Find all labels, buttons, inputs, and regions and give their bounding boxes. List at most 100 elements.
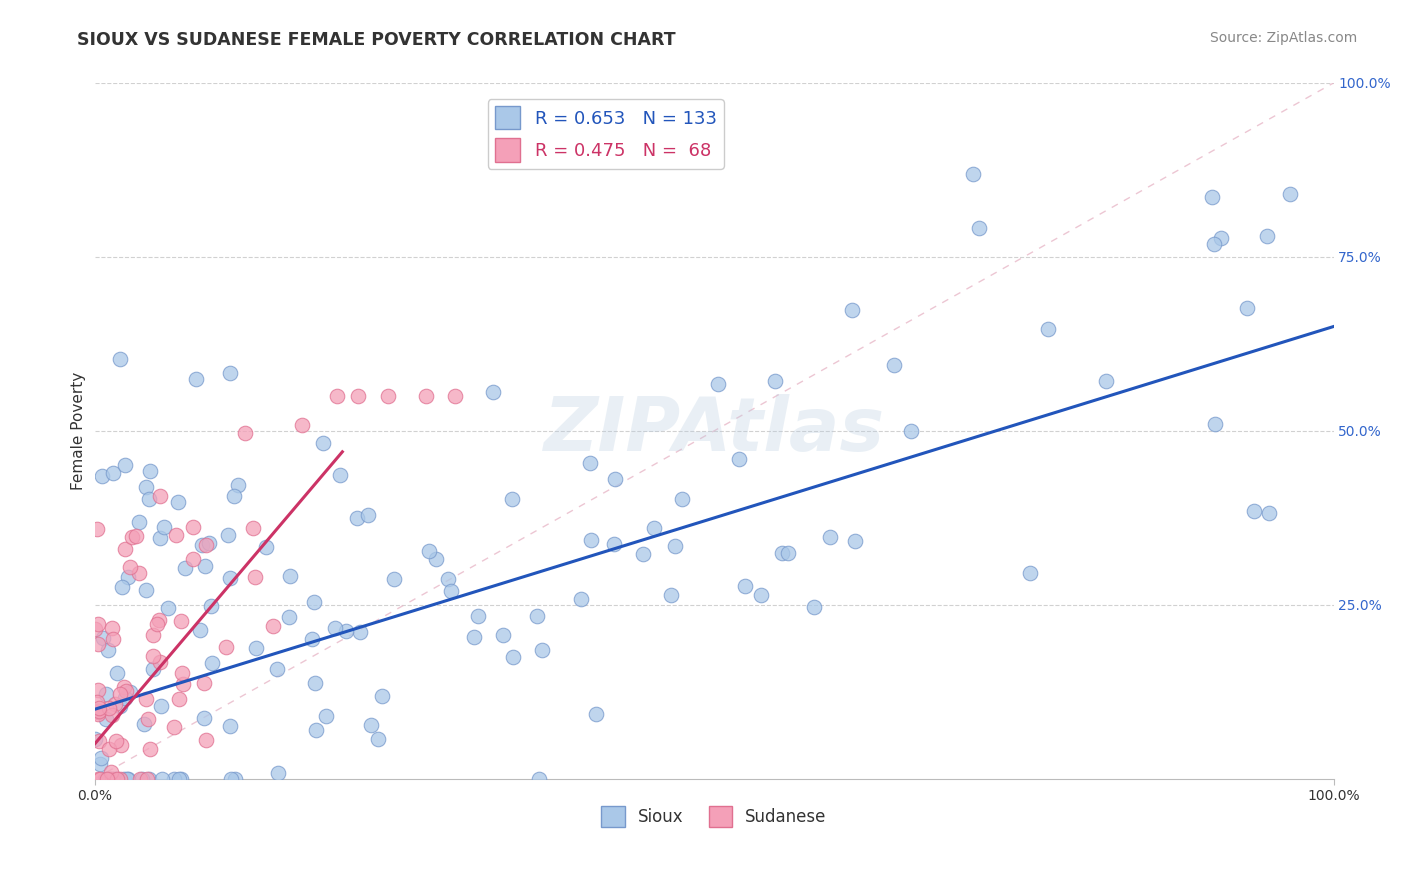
Point <box>142 649 165 664</box>
Point <box>87 700 110 714</box>
Point <box>146 616 169 631</box>
Point <box>1204 237 1226 252</box>
Point <box>138 492 160 507</box>
Point <box>170 614 193 628</box>
Point <box>117 569 139 583</box>
Point <box>89 757 111 772</box>
Point <box>778 546 800 560</box>
Point <box>664 539 686 553</box>
Point <box>94 687 117 701</box>
Point <box>93 631 115 645</box>
Point <box>770 545 793 559</box>
Point <box>367 731 389 746</box>
Point <box>315 709 337 723</box>
Point <box>98 772 121 786</box>
Point <box>105 734 128 748</box>
Point <box>467 609 489 624</box>
Point <box>129 772 152 786</box>
Point <box>94 712 117 726</box>
Point <box>1236 301 1258 315</box>
Point <box>335 624 357 638</box>
Point <box>120 560 142 574</box>
Point <box>97 741 120 756</box>
Point <box>382 572 405 586</box>
Point <box>186 371 208 385</box>
Point <box>152 772 174 786</box>
Point <box>482 384 505 399</box>
Point <box>172 666 194 681</box>
Point <box>302 595 325 609</box>
Point <box>304 676 326 690</box>
Point <box>224 772 246 786</box>
Point <box>437 573 460 587</box>
Point <box>172 676 194 690</box>
Point <box>112 772 135 786</box>
Point <box>101 621 124 635</box>
Point <box>101 632 124 647</box>
Point <box>325 621 347 635</box>
Point <box>763 374 786 388</box>
Point <box>605 472 627 486</box>
Point <box>89 704 111 718</box>
Point <box>492 628 515 642</box>
Point <box>195 538 218 552</box>
Point <box>114 458 136 473</box>
Point <box>219 571 242 585</box>
Point <box>194 733 217 747</box>
Point <box>585 706 607 721</box>
Point <box>371 689 394 703</box>
Point <box>900 424 922 438</box>
Point <box>357 508 380 523</box>
Point <box>243 570 266 584</box>
Point <box>191 538 214 552</box>
Point <box>181 520 204 534</box>
Point <box>198 535 221 549</box>
Point <box>194 558 217 573</box>
Point <box>136 712 159 726</box>
Point <box>115 683 138 698</box>
Point <box>111 580 134 594</box>
Point <box>707 377 730 392</box>
Point <box>734 579 756 593</box>
Point <box>97 700 120 714</box>
Point <box>110 738 132 752</box>
Point <box>527 772 550 786</box>
Point <box>418 544 440 558</box>
Point <box>114 691 136 706</box>
Point <box>200 599 222 613</box>
Point <box>153 520 176 534</box>
Point <box>526 608 548 623</box>
Point <box>87 733 110 747</box>
Point <box>98 772 121 786</box>
Point <box>101 772 124 786</box>
Point <box>305 723 328 737</box>
Point <box>233 426 256 441</box>
Point <box>844 534 866 549</box>
Point <box>671 491 693 506</box>
Point <box>135 480 157 494</box>
Point <box>1204 417 1226 432</box>
Point <box>149 656 172 670</box>
Point <box>135 772 157 786</box>
Point <box>87 682 110 697</box>
Point <box>242 521 264 535</box>
Point <box>135 582 157 597</box>
Text: ZIPAtlas: ZIPAtlas <box>544 394 884 467</box>
Point <box>170 772 193 786</box>
Point <box>219 772 242 786</box>
Point <box>277 610 299 624</box>
Point <box>84 731 107 746</box>
Point <box>112 681 135 695</box>
Point <box>141 628 163 642</box>
Point <box>87 706 110 721</box>
Point <box>139 742 162 756</box>
Point <box>219 719 242 733</box>
Point <box>165 528 187 542</box>
Point <box>131 772 153 786</box>
Point <box>377 389 399 403</box>
Point <box>1278 187 1301 202</box>
Point <box>1209 230 1232 244</box>
Point <box>97 642 120 657</box>
Point <box>86 523 108 537</box>
Point <box>962 167 984 181</box>
